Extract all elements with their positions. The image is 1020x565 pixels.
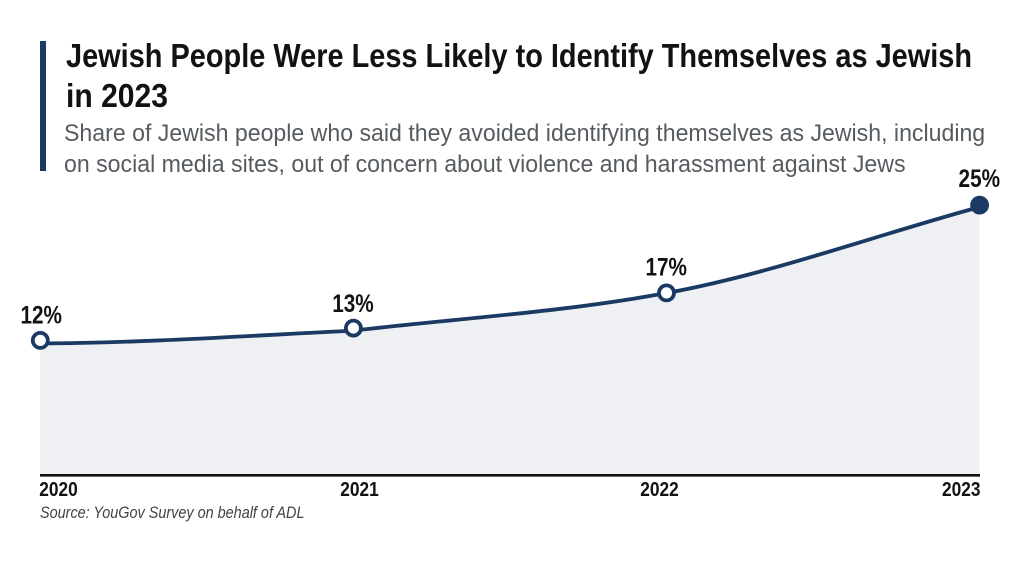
svg-text:2023: 2023 [942, 478, 981, 501]
svg-text:13%: 13% [332, 290, 374, 318]
svg-text:2021: 2021 [340, 478, 379, 501]
svg-text:2022: 2022 [640, 478, 679, 501]
svg-text:12%: 12% [20, 301, 62, 329]
svg-text:2020: 2020 [39, 478, 78, 501]
svg-text:17%: 17% [645, 253, 687, 281]
svg-text:25%: 25% [959, 165, 1001, 193]
